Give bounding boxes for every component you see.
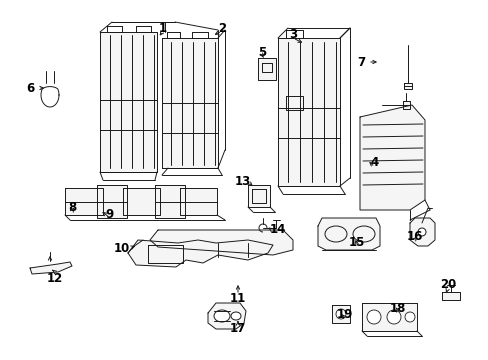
Text: 16: 16 xyxy=(406,230,422,243)
Circle shape xyxy=(417,228,425,236)
Text: 18: 18 xyxy=(389,301,406,315)
Text: 14: 14 xyxy=(269,224,285,237)
Text: 4: 4 xyxy=(370,157,378,170)
Text: 20: 20 xyxy=(439,279,455,292)
Text: 10: 10 xyxy=(114,242,130,255)
Ellipse shape xyxy=(214,310,229,322)
Ellipse shape xyxy=(325,226,346,242)
Polygon shape xyxy=(65,188,103,215)
Polygon shape xyxy=(278,38,339,186)
Text: 3: 3 xyxy=(288,28,296,41)
Text: 5: 5 xyxy=(257,45,265,58)
Text: 19: 19 xyxy=(336,309,352,321)
Polygon shape xyxy=(402,101,409,109)
Polygon shape xyxy=(441,292,459,300)
Polygon shape xyxy=(148,245,183,263)
Polygon shape xyxy=(361,303,416,331)
Polygon shape xyxy=(155,185,184,218)
Text: 2: 2 xyxy=(218,22,225,35)
Polygon shape xyxy=(247,185,269,207)
Text: 6: 6 xyxy=(26,81,34,94)
Polygon shape xyxy=(258,58,275,80)
Polygon shape xyxy=(403,83,411,89)
Polygon shape xyxy=(97,185,127,218)
Polygon shape xyxy=(150,230,292,255)
Polygon shape xyxy=(162,38,218,168)
Polygon shape xyxy=(30,262,72,274)
Text: 1: 1 xyxy=(159,22,167,35)
Polygon shape xyxy=(262,63,271,72)
Text: 8: 8 xyxy=(68,202,76,215)
Polygon shape xyxy=(331,305,349,323)
Circle shape xyxy=(386,310,400,324)
Text: 9: 9 xyxy=(106,208,114,221)
Polygon shape xyxy=(359,105,424,210)
Text: 7: 7 xyxy=(356,55,365,68)
Circle shape xyxy=(366,310,380,324)
Text: 11: 11 xyxy=(229,292,245,305)
Polygon shape xyxy=(180,188,217,215)
Text: 13: 13 xyxy=(234,175,251,189)
Polygon shape xyxy=(123,188,160,215)
Ellipse shape xyxy=(352,226,374,242)
Polygon shape xyxy=(285,96,303,110)
Circle shape xyxy=(335,309,346,319)
Polygon shape xyxy=(317,218,379,250)
Polygon shape xyxy=(207,303,245,329)
Ellipse shape xyxy=(230,312,241,320)
Text: 15: 15 xyxy=(348,237,365,249)
Text: 12: 12 xyxy=(47,271,63,284)
Polygon shape xyxy=(128,240,272,267)
Circle shape xyxy=(404,312,414,322)
Text: 17: 17 xyxy=(229,321,245,334)
Polygon shape xyxy=(251,189,265,203)
Polygon shape xyxy=(409,218,434,246)
Polygon shape xyxy=(100,32,157,172)
